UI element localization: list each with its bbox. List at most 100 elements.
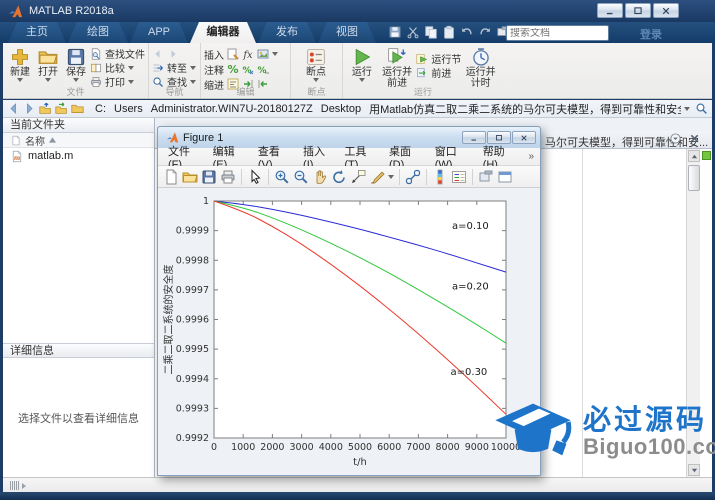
figure-window[interactable]: Figure 1 文件(F) 编辑(E) 查看(V) 插入(I) 工具(T) 桌… (157, 126, 541, 476)
tab-publish[interactable]: 发布 (258, 22, 316, 43)
hide-plot-tools-icon[interactable] (478, 169, 494, 185)
maximize-button[interactable] (625, 3, 651, 18)
back-icon[interactable] (7, 102, 20, 115)
comment-label[interactable]: 注释 (204, 65, 224, 77)
breakpoints-button[interactable]: 断点 (294, 46, 338, 82)
link-plot-icon[interactable] (405, 169, 421, 185)
current-folder-panel: 当前文件夹 名称 m matlab.m 详细信息 选择文件以查看详细信息 (3, 118, 155, 477)
window-frame-right (712, 43, 715, 492)
browse-folder-icon[interactable] (55, 102, 68, 115)
breadcrumb-segment[interactable]: Desktop (320, 102, 362, 115)
insert-fx-icon[interactable]: fx (242, 48, 254, 60)
tab-apps[interactable]: APP (130, 22, 188, 43)
address-dropdown-icon[interactable] (684, 106, 690, 111)
run-and-advance-button[interactable]: 运行并 前进 (378, 46, 417, 89)
insert-label[interactable]: 插入 (204, 50, 224, 62)
breadcrumb-segment[interactable]: Users (114, 102, 143, 115)
svg-text:a=0.10: a=0.10 (452, 221, 489, 232)
figure-title-bar[interactable]: Figure 1 (158, 127, 540, 148)
name-column-header[interactable]: 名称 (3, 133, 154, 148)
advance-button[interactable]: 前进 (416, 66, 461, 80)
undo-icon[interactable] (460, 25, 474, 39)
insert-legend-icon[interactable] (451, 169, 467, 185)
run-button[interactable]: 运行 (346, 46, 378, 82)
doc-search-input[interactable] (507, 27, 645, 39)
close-button[interactable] (653, 3, 679, 18)
editor-scrollbar[interactable] (686, 149, 700, 477)
ribbon-group-navigate: 转至 查找 导航 (149, 43, 201, 98)
indent-right-icon[interactable] (242, 78, 254, 90)
editor-tab-menu-icon[interactable] (670, 133, 681, 144)
print-button[interactable]: 打印 (90, 75, 145, 89)
figure-minimize-button[interactable] (462, 131, 486, 144)
indent-left-icon[interactable] (257, 78, 269, 90)
doc-search-box[interactable] (506, 25, 645, 41)
pointer-tool-icon[interactable] (247, 168, 263, 185)
status-grip-icon[interactable] (10, 481, 32, 490)
brush-icon[interactable] (369, 169, 385, 185)
save-figure-icon[interactable] (201, 169, 217, 185)
goto-button[interactable]: 转至 (152, 61, 196, 75)
scroll-up-icon[interactable] (688, 150, 700, 162)
code-analyzer-indicator[interactable] (702, 151, 711, 160)
scroll-down-icon[interactable] (688, 464, 700, 476)
brush-dropdown-icon[interactable] (388, 174, 394, 179)
file-row-matlab-m[interactable]: m matlab.m (3, 148, 154, 164)
current-folder-icon[interactable] (71, 102, 84, 115)
redo-icon[interactable] (478, 25, 492, 39)
tab-home[interactable]: 主页 (8, 22, 66, 43)
figure-close-button[interactable] (512, 131, 536, 144)
new-figure-icon[interactable] (163, 168, 179, 185)
tab-editor[interactable]: 编辑器 (190, 22, 256, 43)
run-and-time-button[interactable]: 运行并 计时 (461, 46, 500, 89)
wrap-comment-icon[interactable]: % (257, 63, 269, 75)
save-button[interactable]: 保存 (62, 46, 90, 82)
editor-tab[interactable]: 马尔可夫模型，得到可靠性和安... (545, 137, 709, 149)
copy-icon[interactable] (424, 25, 438, 39)
editor-tab-close-icon[interactable] (689, 133, 700, 144)
uncomment-icon[interactable]: % (242, 63, 254, 75)
data-cursor-icon[interactable] (350, 169, 366, 185)
login-link[interactable]: 登录 (640, 29, 662, 41)
menu-insert[interactable]: 插入(I) (303, 145, 326, 171)
breadcrumb-segment[interactable]: Administrator.WIN7U-20180127Z (150, 102, 313, 115)
find-files-button[interactable]: 查找文件 (90, 47, 145, 61)
scrollbar-thumb[interactable] (688, 165, 700, 191)
print-figure-icon[interactable] (220, 169, 236, 185)
watermark-en-text: Biguo100.com (583, 434, 715, 459)
rotate-3d-icon[interactable] (331, 169, 347, 185)
new-button[interactable]: 新建 (6, 46, 34, 82)
breadcrumb-segment[interactable]: C: (95, 102, 106, 115)
insert-section-icon[interactable] (227, 48, 239, 60)
figure-maximize-button[interactable] (487, 131, 511, 144)
forward-icon[interactable] (23, 102, 36, 115)
svg-text:7000: 7000 (406, 442, 430, 453)
zoom-in-icon[interactable] (274, 169, 290, 185)
insert-colorbar-icon[interactable] (432, 169, 448, 185)
cut-icon[interactable] (406, 25, 420, 39)
find-button[interactable]: 查找 (152, 75, 196, 89)
compare-button[interactable]: 比较 (90, 61, 145, 75)
tab-view[interactable]: 视图 (318, 22, 376, 43)
zoom-out-icon[interactable] (293, 169, 309, 185)
show-plot-tools-icon[interactable] (497, 169, 513, 185)
svg-text:fx: fx (242, 50, 253, 60)
open-file-icon[interactable] (182, 169, 198, 185)
tab-plots[interactable]: 绘图 (68, 22, 128, 43)
smart-indent-icon[interactable] (227, 78, 239, 90)
open-button[interactable]: 打开 (34, 46, 62, 82)
up-one-level-icon[interactable] (39, 102, 52, 115)
save-icon[interactable] (388, 25, 402, 39)
insert-annotation-icon[interactable] (257, 48, 269, 60)
run-section-button[interactable]: 运行节 (416, 52, 461, 66)
comment-icon[interactable]: % (227, 63, 239, 75)
address-search-icon[interactable] (695, 102, 708, 115)
pan-icon[interactable] (312, 169, 328, 185)
breadcrumb-segment[interactable]: 用Matlab仿真二取二乘二系统的马尔可夫模型，得到可靠性和安全性曲线 (369, 103, 681, 116)
menu-overflow-icon[interactable]: » (528, 151, 534, 162)
paste-icon[interactable] (442, 25, 456, 39)
back-icon[interactable] (152, 48, 164, 60)
forward-icon[interactable] (167, 48, 179, 60)
minimize-button[interactable] (597, 3, 623, 18)
indent-label[interactable]: 缩进 (204, 80, 224, 92)
